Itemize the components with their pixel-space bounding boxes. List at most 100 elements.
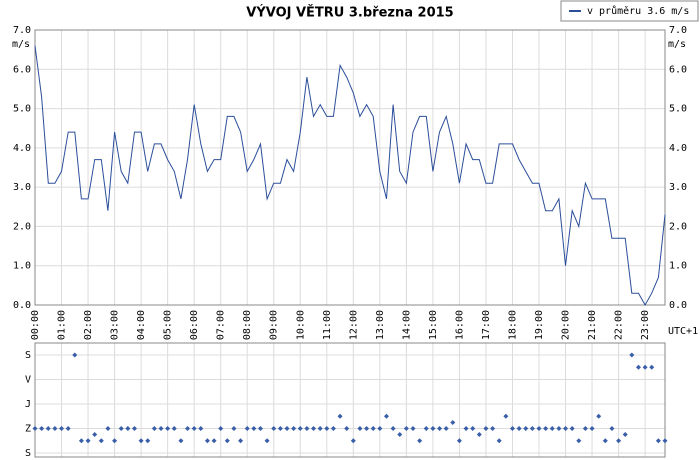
direction-point — [191, 426, 197, 431]
direction-point — [98, 438, 104, 444]
direction-point — [556, 426, 562, 431]
direction-point — [529, 426, 535, 431]
direction-point — [151, 426, 157, 431]
direction-point — [125, 426, 131, 431]
direction-point — [616, 438, 622, 444]
direction-point — [582, 426, 588, 431]
y-tick-label-right: 4.0 — [669, 143, 687, 154]
y-tick-label: 4.0 — [13, 143, 31, 154]
y-tick-label: 3.0 — [13, 182, 31, 193]
direction-point — [78, 438, 84, 444]
x-tick-label: 16:00 — [454, 310, 465, 340]
direction-point — [629, 352, 635, 358]
direction-point — [337, 413, 343, 419]
direction-point — [383, 413, 389, 419]
direction-point — [231, 426, 237, 431]
direction-point — [496, 438, 502, 444]
direction-point — [490, 426, 496, 431]
x-tick-label: 17:00 — [481, 310, 492, 340]
direction-point — [72, 352, 78, 358]
direction-point — [165, 426, 171, 431]
direction-point — [271, 426, 277, 431]
direction-point — [257, 426, 263, 431]
direction-point — [344, 426, 350, 431]
y-tick-label-right: 3.0 — [669, 182, 687, 193]
x-tick-label: 20:00 — [561, 310, 572, 340]
x-tick-label: 22:00 — [614, 310, 625, 340]
x-tick-label: 04:00 — [136, 310, 147, 340]
x-tick-label: 15:00 — [428, 310, 439, 340]
chart-title: VÝVOJ VĚTRU 3.března 2015 — [246, 5, 453, 21]
direction-point — [364, 426, 370, 431]
direction-point — [171, 426, 177, 431]
legend-box — [560, 0, 699, 22]
x-tick-label: 23:00 — [640, 310, 651, 340]
y-tick-label-right: 1.0 — [669, 261, 687, 272]
direction-point — [39, 426, 45, 431]
direction-point — [105, 426, 111, 431]
direction-point — [569, 426, 575, 431]
y-tick-label: S — [25, 448, 31, 459]
direction-point — [92, 431, 98, 437]
direction-point — [450, 420, 456, 426]
x-tick-label: 21:00 — [587, 310, 598, 340]
x-tick-label: 01:00 — [57, 310, 68, 340]
x-tick-label: 13:00 — [375, 310, 386, 340]
direction-point — [470, 426, 476, 431]
direction-point — [563, 426, 569, 431]
direction-point — [118, 426, 124, 431]
direction-point — [602, 438, 608, 444]
direction-point — [377, 426, 383, 431]
direction-point — [403, 426, 409, 431]
y-tick-label-right: 6.0 — [669, 64, 687, 75]
direction-point — [277, 426, 283, 431]
direction-point — [138, 438, 144, 444]
direction-point — [211, 438, 217, 444]
y-tick-label: J — [25, 399, 31, 410]
y-tick-label: 1.0 — [13, 261, 31, 272]
direction-point — [622, 431, 628, 437]
direction-point — [317, 426, 323, 431]
direction-point — [503, 413, 509, 419]
direction-point — [178, 438, 184, 444]
x-tick-label: 14:00 — [401, 310, 412, 340]
direction-point — [390, 426, 396, 431]
direction-point — [244, 426, 250, 431]
direction-point — [662, 438, 668, 444]
x-axis-label: UTC+1 — [668, 326, 698, 337]
direction-point — [456, 438, 462, 444]
x-tick-label: 19:00 — [534, 310, 545, 340]
y-tick-label-right: 7.0 — [669, 25, 687, 36]
direction-point — [370, 426, 376, 431]
direction-point — [251, 426, 257, 431]
plot-frame — [34, 29, 666, 306]
y-axis-label-right: m/s — [668, 39, 686, 50]
direction-point — [523, 426, 529, 431]
direction-point — [131, 426, 137, 431]
direction-point — [224, 438, 230, 444]
direction-point — [297, 426, 303, 431]
direction-point — [218, 426, 224, 431]
direction-point — [45, 426, 51, 431]
direction-point — [649, 364, 655, 370]
x-tick-label: 05:00 — [163, 310, 174, 340]
x-tick-label: 03:00 — [110, 310, 121, 340]
y-tick-label: 2.0 — [13, 221, 31, 232]
x-tick-label: 11:00 — [322, 310, 333, 340]
x-tick-label: 02:00 — [83, 310, 94, 340]
direction-point — [59, 426, 65, 431]
y-tick-label-right: 5.0 — [669, 104, 687, 115]
direction-point — [417, 438, 423, 444]
direction-point — [291, 426, 297, 431]
direction-point — [311, 426, 317, 431]
direction-point — [198, 426, 204, 431]
direction-point — [543, 426, 549, 431]
legend-label: v průměru 3.6 m/s — [587, 5, 689, 17]
direction-point — [158, 426, 164, 431]
x-tick-label: 10:00 — [295, 310, 306, 340]
x-tick-label: 09:00 — [269, 310, 280, 340]
direction-point — [642, 364, 648, 370]
x-tick-label: 18:00 — [507, 310, 518, 340]
